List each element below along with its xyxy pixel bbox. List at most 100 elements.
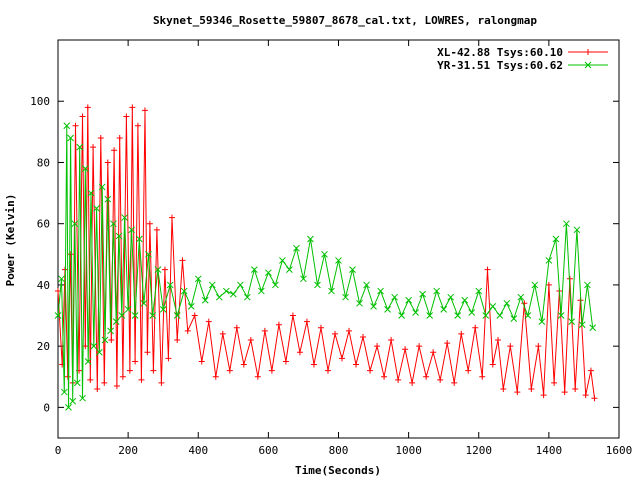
data-point [104,159,111,166]
data-point [286,266,293,273]
legend-item: XL-42.88 Tsys:60.10 [437,46,608,59]
data-point [584,281,591,289]
x-tick-label: 800 [329,444,349,457]
data-point [321,250,328,258]
data-point [398,312,405,319]
data-point [184,327,191,334]
data-point [180,287,188,295]
data-point [101,336,109,344]
data-point [514,389,521,396]
data-point [126,367,133,374]
data-point [123,113,130,120]
data-point [58,275,65,283]
y-axis-title: Power (Kelvin) [4,194,17,287]
data-point [131,312,139,319]
data-point [71,220,79,228]
data-point [134,122,141,129]
data-point [557,312,565,319]
data-point [328,287,335,295]
data-point [289,312,296,319]
data-point [440,306,448,313]
data-point [112,318,120,326]
data-point [119,373,126,380]
data-point [97,134,104,141]
data-point [317,324,324,331]
data-point [388,337,395,344]
data-point [545,257,553,264]
data-point [370,303,377,310]
data-point [296,349,303,356]
data-point [552,235,560,243]
data-point [426,312,434,319]
data-point [335,257,342,264]
data-point [331,330,338,337]
data-point [573,226,581,234]
data-point [205,318,212,325]
data-point [540,392,547,399]
series-layer [54,104,598,411]
data-point [551,379,558,386]
data-point [90,342,98,350]
data-point [166,281,174,289]
data-point [107,327,114,335]
data-point [110,220,117,228]
y-tick-label: 100 [30,95,50,108]
data-point [250,266,258,273]
data-point [282,358,289,365]
data-point [535,343,542,350]
data-point [150,367,157,374]
data-point [67,251,74,258]
data-point [475,287,483,295]
data-point [128,226,135,234]
data-point [118,312,126,319]
data-point [451,379,458,386]
data-point [113,382,120,389]
data-point [240,361,247,368]
chart-title: Skynet_59346_Rosette_59807_8678_cal.txt,… [153,14,537,27]
data-point [84,104,91,111]
series-2 [54,122,597,411]
data-point [254,373,261,380]
data-point [140,299,148,307]
data-point [300,275,307,283]
data-point [101,379,108,386]
data-point [79,394,86,402]
data-point [121,214,128,221]
data-point [173,312,181,319]
y-tick-label: 0 [43,401,50,414]
y-tick-label: 80 [37,156,50,169]
data-point [90,144,97,151]
data-point [517,293,525,301]
x-tick-label: 0 [55,444,62,457]
data-point [377,287,384,295]
data-point [261,327,268,334]
data-point [174,337,181,344]
data-point [489,361,496,368]
data-point [168,214,175,221]
y-tick-label: 60 [37,218,50,231]
data-point [187,303,195,310]
data-point [587,367,594,374]
data-point [236,281,244,289]
data-point [479,373,486,380]
x-axis-title: Time(Seconds) [295,464,381,477]
legend-item: YR-31.51 Tsys:60.62 [437,59,608,72]
data-point [495,337,502,344]
data-point [96,348,103,356]
data-point [591,395,598,402]
data-point [433,287,441,295]
data-point [161,266,168,273]
data-point [275,321,282,328]
data-point [563,220,570,228]
data-point [528,386,535,393]
data-point [310,361,317,368]
data-point [503,299,511,307]
data-point [198,358,205,365]
data-point [437,376,444,383]
data-point [384,306,391,313]
data-point [115,232,123,240]
data-point [538,318,546,326]
data-point [135,235,143,243]
data-point [510,315,518,322]
data-point [353,361,360,368]
